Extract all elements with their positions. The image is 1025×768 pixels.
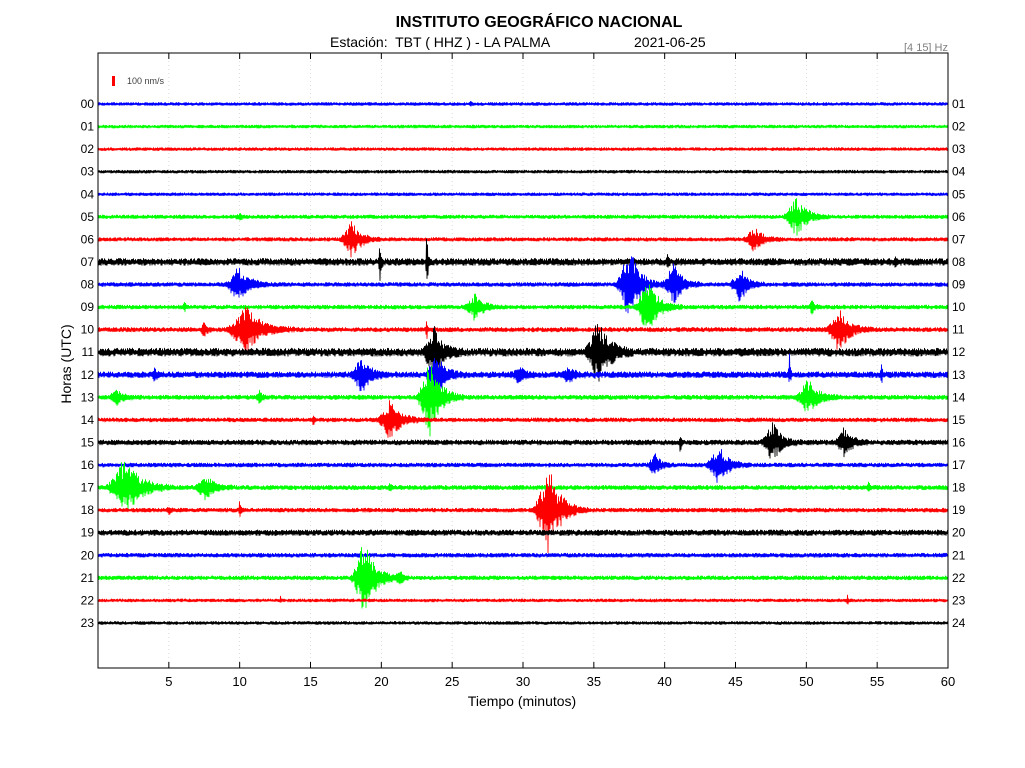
hour-label-right: 02	[952, 120, 966, 134]
hour-label-right: 21	[952, 548, 966, 562]
trace-hour-01	[98, 124, 948, 129]
hour-label-right: 07	[952, 232, 966, 246]
hour-label-right: 19	[952, 503, 966, 517]
hour-label-left: 03	[81, 165, 95, 179]
trace-hour-09	[98, 284, 948, 326]
hour-label-right: 20	[952, 526, 966, 540]
hour-label-left: 12	[81, 368, 95, 382]
hour-label-right: 13	[952, 368, 966, 382]
hour-label-right: 10	[952, 300, 966, 314]
hour-label-left: 15	[81, 435, 95, 449]
station-label: Estación: TBT ( HHZ ) - LA PALMA	[330, 34, 551, 50]
hour-label-right: 09	[952, 278, 966, 292]
hour-label-left: 06	[81, 232, 95, 246]
trace-hour-07	[98, 238, 948, 281]
hour-label-left: 10	[81, 323, 95, 337]
x-tick-label: 60	[941, 674, 955, 689]
hour-label-left: 09	[81, 300, 95, 314]
hour-label-left: 18	[81, 503, 95, 517]
x-tick-label: 25	[445, 674, 459, 689]
hour-label-left: 23	[81, 616, 95, 630]
x-tick-label: 15	[303, 674, 317, 689]
hour-label-right: 06	[952, 210, 966, 224]
hour-label-right: 15	[952, 413, 966, 427]
trace-hour-03	[98, 169, 948, 174]
hour-label-right: 11	[952, 323, 965, 337]
trace-hour-15	[98, 422, 948, 459]
x-tick-label: 10	[232, 674, 246, 689]
scale-bar	[112, 76, 115, 86]
trace-hour-18	[98, 474, 948, 554]
filter-band-label: [4 15] Hz	[904, 42, 948, 54]
trace-hour-23	[98, 621, 948, 625]
hour-label-left: 20	[81, 548, 95, 562]
hour-label-right: 17	[952, 458, 966, 472]
hour-labels: 00 01 01 02 02 03 03 04 04 05 05 06 06 07 07 08 08 09 09 10…	[81, 97, 966, 630]
hour-label-left: 22	[81, 593, 95, 607]
hour-label-left: 14	[81, 413, 95, 427]
trace-hour-11	[98, 323, 948, 382]
trace-hour-13	[98, 365, 948, 437]
hour-label-left: 11	[82, 345, 95, 359]
scale-label: 100 nm/s	[127, 76, 165, 86]
chart-title: INSTITUTO GEOGRÁFICO NACIONAL	[396, 12, 683, 31]
trace-hour-22	[98, 594, 948, 605]
hour-label-left: 04	[81, 187, 95, 201]
date-label: 2021-06-25	[634, 34, 706, 50]
trace-hour-17	[98, 461, 948, 511]
hour-label-right: 23	[952, 593, 966, 607]
hour-label-left: 17	[81, 481, 95, 495]
hour-label-left: 02	[81, 142, 95, 156]
hour-label-left: 16	[81, 458, 95, 472]
trace-hour-08	[98, 256, 948, 314]
x-tick-label: 30	[516, 674, 530, 689]
trace-hour-20	[98, 552, 948, 558]
hour-label-right: 03	[952, 142, 966, 156]
hour-label-right: 16	[952, 435, 966, 449]
x-tick-label: 5	[165, 674, 172, 689]
hour-label-left: 00	[81, 97, 95, 111]
hour-label-left: 01	[81, 120, 95, 134]
y-axis-label: Horas (UTC)	[58, 324, 74, 403]
hour-label-left: 08	[81, 278, 95, 292]
hour-label-left: 05	[81, 210, 95, 224]
hour-label-right: 01	[952, 97, 966, 111]
hour-label-left: 07	[81, 255, 95, 269]
trace-hour-12	[98, 353, 948, 394]
hour-label-left: 13	[81, 390, 95, 404]
hour-label-left: 21	[81, 571, 95, 585]
x-tick-label: 40	[657, 674, 671, 689]
x-tick-label: 35	[587, 674, 601, 689]
x-axis-ticks: 5 10 15 20 25 30 35 40 45 50 55 60	[165, 53, 955, 689]
trace-hour-10	[98, 307, 948, 352]
trace-hour-05	[98, 198, 948, 236]
x-tick-label: 45	[728, 674, 742, 689]
x-tick-label: 50	[799, 674, 813, 689]
hour-label-right: 04	[952, 165, 966, 179]
hour-label-right: 14	[952, 390, 966, 404]
trace-hour-16	[98, 448, 948, 483]
trace-hour-00	[98, 100, 948, 107]
trace-group	[98, 100, 948, 625]
trace-hour-04	[98, 192, 948, 197]
trace-hour-21	[98, 547, 948, 609]
hour-label-left: 19	[81, 526, 95, 540]
trace-hour-14	[98, 400, 948, 438]
hour-label-right: 24	[952, 616, 966, 630]
hour-label-right: 12	[952, 345, 966, 359]
x-tick-label: 20	[374, 674, 388, 689]
hour-label-right: 18	[952, 481, 966, 495]
trace-hour-02	[98, 147, 948, 152]
hour-label-right: 22	[952, 571, 966, 585]
hour-label-right: 05	[952, 187, 966, 201]
trace-hour-19	[98, 529, 948, 536]
trace-hour-06	[98, 221, 948, 258]
x-tick-label: 55	[870, 674, 884, 689]
hour-label-right: 08	[952, 255, 966, 269]
x-axis-label: Tiempo (minutos)	[468, 693, 576, 709]
